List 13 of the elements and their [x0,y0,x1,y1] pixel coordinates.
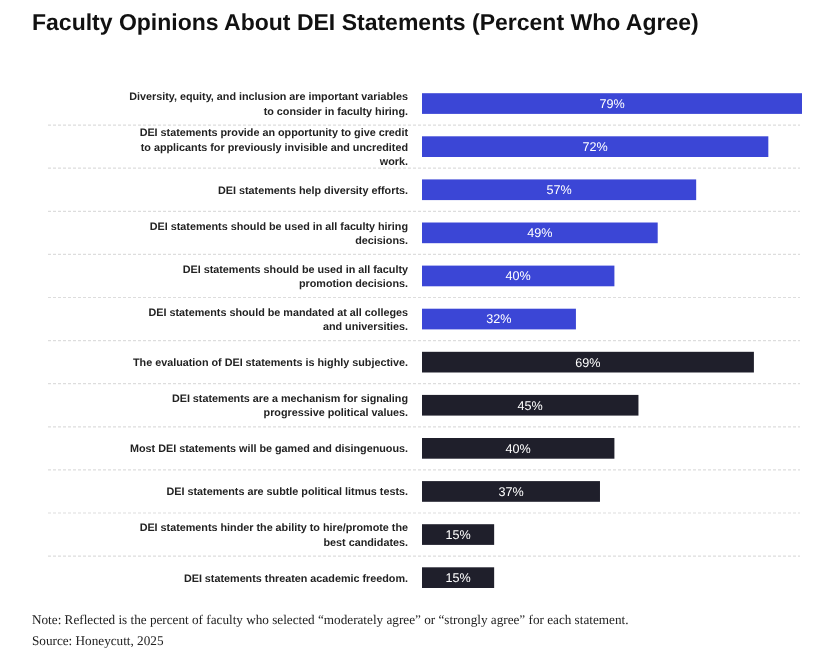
bar [422,438,615,459]
bar [422,93,802,114]
bar [422,351,754,373]
bar [422,179,697,201]
bar [422,265,615,287]
bar [422,567,495,588]
bar [422,136,769,157]
bar [422,394,639,416]
bar [422,481,600,502]
chart-title: Faculty Opinions About DEI Statements (Percent Who Agree) [32,12,699,36]
bar [422,308,576,330]
bar [422,222,658,244]
bar [422,524,495,545]
